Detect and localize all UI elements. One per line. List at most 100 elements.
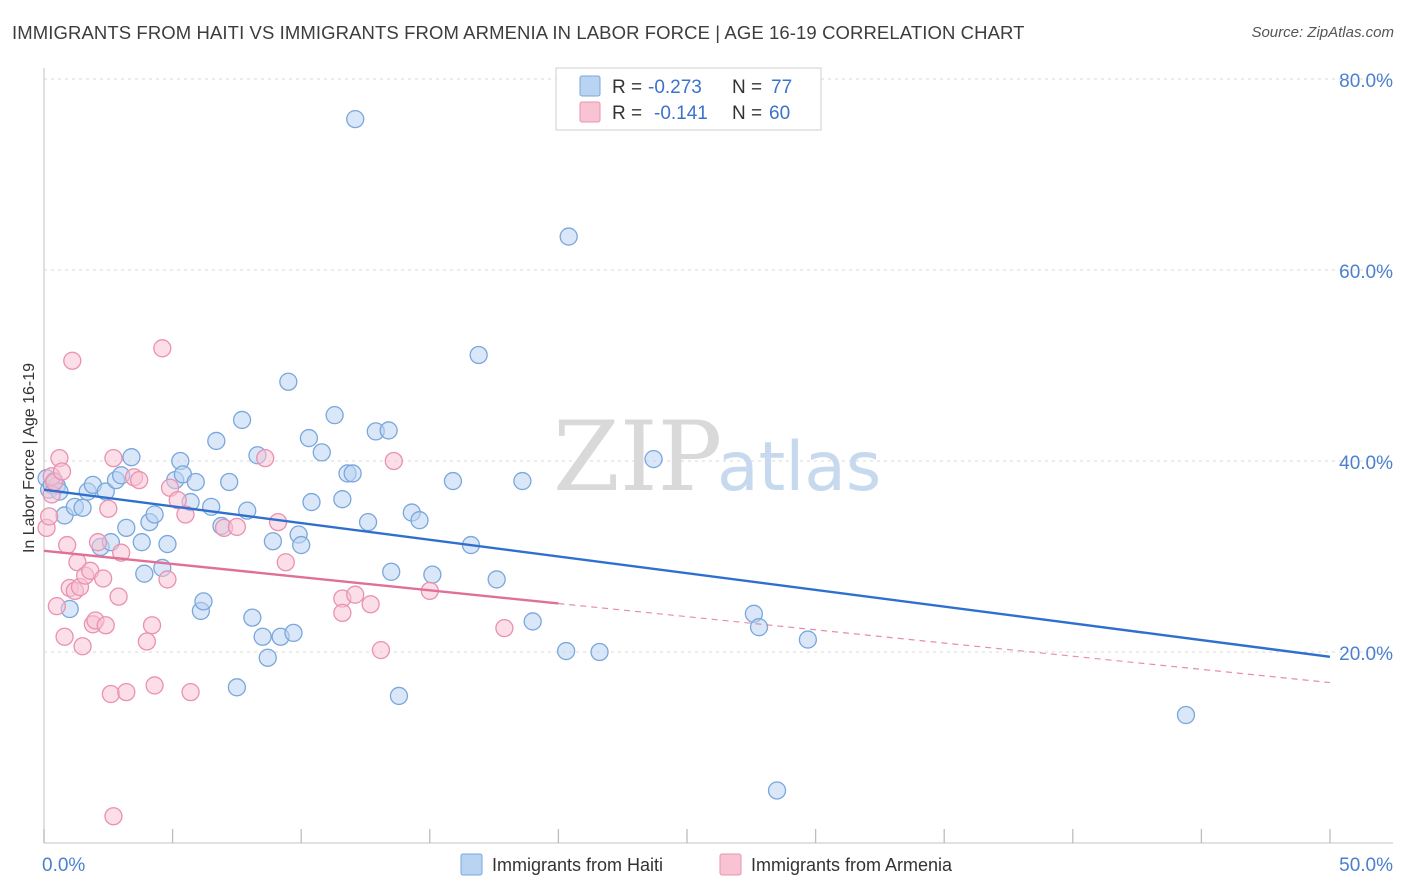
- point-armenia-27: [109, 587, 128, 606]
- point-armenia-23: [99, 499, 118, 518]
- series-legend: Immigrants from Haiti Immigrants from Ar…: [460, 853, 953, 876]
- point-haiti-64: [423, 565, 442, 584]
- point-haiti-42: [258, 648, 277, 667]
- chart-title: IMMIGRANTS FROM HAITI VS IMMIGRANTS FROM…: [12, 22, 1025, 43]
- point-haiti-63: [410, 511, 429, 530]
- series-legend-swatch-armenia: [719, 853, 742, 876]
- point-haiti-61: [389, 686, 409, 706]
- legend-r-value-haiti: -0.273: [648, 77, 702, 98]
- point-haiti-50: [302, 492, 321, 512]
- point-haiti-48: [292, 535, 311, 555]
- point-haiti-39: [243, 608, 262, 627]
- point-haiti-74: [644, 449, 663, 469]
- point-haiti-49: [299, 428, 319, 448]
- legend-r-label-armenia: R =: [612, 103, 642, 124]
- point-armenia-9: [57, 535, 77, 555]
- y-tick-label-60: 60.0%: [1339, 262, 1393, 283]
- point-armenia-32: [137, 632, 157, 651]
- point-armenia-31: [130, 470, 149, 490]
- legend-n-label-armenia: N =: [732, 103, 762, 124]
- point-haiti-77: [798, 630, 818, 649]
- tick-labels: 20.0% 40.0% 60.0% 80.0% 0.0% 50.0%: [42, 71, 1393, 876]
- legend-swatch-haiti: [579, 75, 601, 97]
- data-points: [37, 109, 1196, 826]
- x-tick-label-0: 0.0%: [42, 855, 85, 876]
- point-armenia-24: [101, 684, 121, 704]
- trend-line-armenia: [43, 549, 559, 605]
- x-tick-label-50: 50.0%: [1339, 855, 1393, 876]
- y-tick-label-20: 20.0%: [1339, 644, 1393, 665]
- point-haiti-37: [232, 410, 252, 430]
- point-haiti-29: [186, 472, 205, 492]
- point-armenia-22: [96, 616, 115, 635]
- point-haiti-65: [443, 471, 463, 491]
- point-haiti-43: [263, 532, 283, 551]
- point-armenia-5: [47, 597, 67, 616]
- point-armenia-44: [268, 512, 288, 532]
- point-armenia-11: [63, 351, 82, 370]
- point-armenia-39: [176, 505, 195, 524]
- y-tick-label-80: 80.0%: [1339, 71, 1393, 92]
- point-armenia-40: [181, 682, 200, 702]
- series-legend-label-armenia: Immigrants from Armenia: [751, 855, 953, 875]
- legend-n-value-armenia: 60: [769, 103, 790, 124]
- point-haiti-52: [325, 406, 344, 425]
- point-armenia-33: [142, 616, 162, 635]
- legend-r-value-armenia: -0.141: [654, 103, 708, 124]
- point-armenia-51: [384, 451, 403, 471]
- series-legend-label-haiti: Immigrants from Haiti: [492, 855, 663, 875]
- point-armenia-28: [112, 543, 131, 562]
- point-haiti-18: [122, 448, 141, 467]
- point-haiti-60: [382, 562, 401, 581]
- legend-swatch-armenia: [579, 101, 601, 123]
- point-haiti-59: [379, 421, 398, 440]
- point-haiti-19: [132, 533, 151, 552]
- point-haiti-41: [253, 627, 272, 646]
- axes: [43, 68, 1393, 844]
- point-haiti-33: [207, 431, 226, 451]
- point-haiti-78: [1176, 705, 1196, 725]
- point-armenia-35: [153, 339, 172, 358]
- point-armenia-36: [158, 570, 177, 589]
- point-armenia-52: [495, 618, 514, 638]
- point-haiti-53: [333, 490, 352, 509]
- trend-line-dashed-armenia: [558, 602, 1331, 684]
- point-haiti-57: [358, 512, 378, 532]
- point-haiti-9: [73, 498, 92, 517]
- y-axis-label: In Labor Force | Age 16-19: [21, 363, 38, 553]
- point-armenia-15: [73, 637, 92, 656]
- watermark-zip: ZIP: [553, 401, 722, 513]
- point-armenia-50: [371, 640, 391, 660]
- point-haiti-76: [749, 618, 769, 637]
- point-haiti-22: [145, 505, 164, 524]
- point-armenia-38: [168, 491, 187, 510]
- point-haiti-24: [158, 534, 177, 554]
- watermark: ZIP atlas: [553, 401, 881, 513]
- point-haiti-35: [220, 472, 239, 492]
- point-armenia-1: [39, 507, 59, 526]
- trend-line-haiti: [43, 488, 1331, 658]
- point-armenia-21: [94, 569, 113, 588]
- legend-r-label-haiti: R =: [612, 77, 642, 98]
- point-haiti-68: [487, 570, 506, 589]
- point-haiti-36: [227, 678, 247, 697]
- point-armenia-25: [104, 448, 123, 468]
- watermark-atlas: atlas: [717, 428, 881, 507]
- point-haiti-56: [346, 109, 365, 129]
- point-armenia-34: [145, 676, 164, 695]
- point-armenia-48: [346, 585, 365, 604]
- source-label: Source: ZipAtlas.com: [1251, 24, 1394, 41]
- point-haiti-79: [767, 781, 787, 800]
- point-armenia-20: [88, 533, 108, 552]
- point-armenia-49: [361, 595, 380, 614]
- point-haiti-55: [343, 464, 362, 483]
- legend-n-value-haiti: 77: [771, 77, 792, 98]
- point-haiti-72: [559, 227, 578, 246]
- point-haiti-17: [117, 518, 136, 537]
- legend-n-label-haiti: N =: [732, 77, 762, 98]
- point-haiti-69: [513, 471, 532, 491]
- series-legend-swatch-haiti: [460, 853, 483, 876]
- point-haiti-45: [279, 372, 298, 391]
- point-armenia-26: [104, 807, 123, 826]
